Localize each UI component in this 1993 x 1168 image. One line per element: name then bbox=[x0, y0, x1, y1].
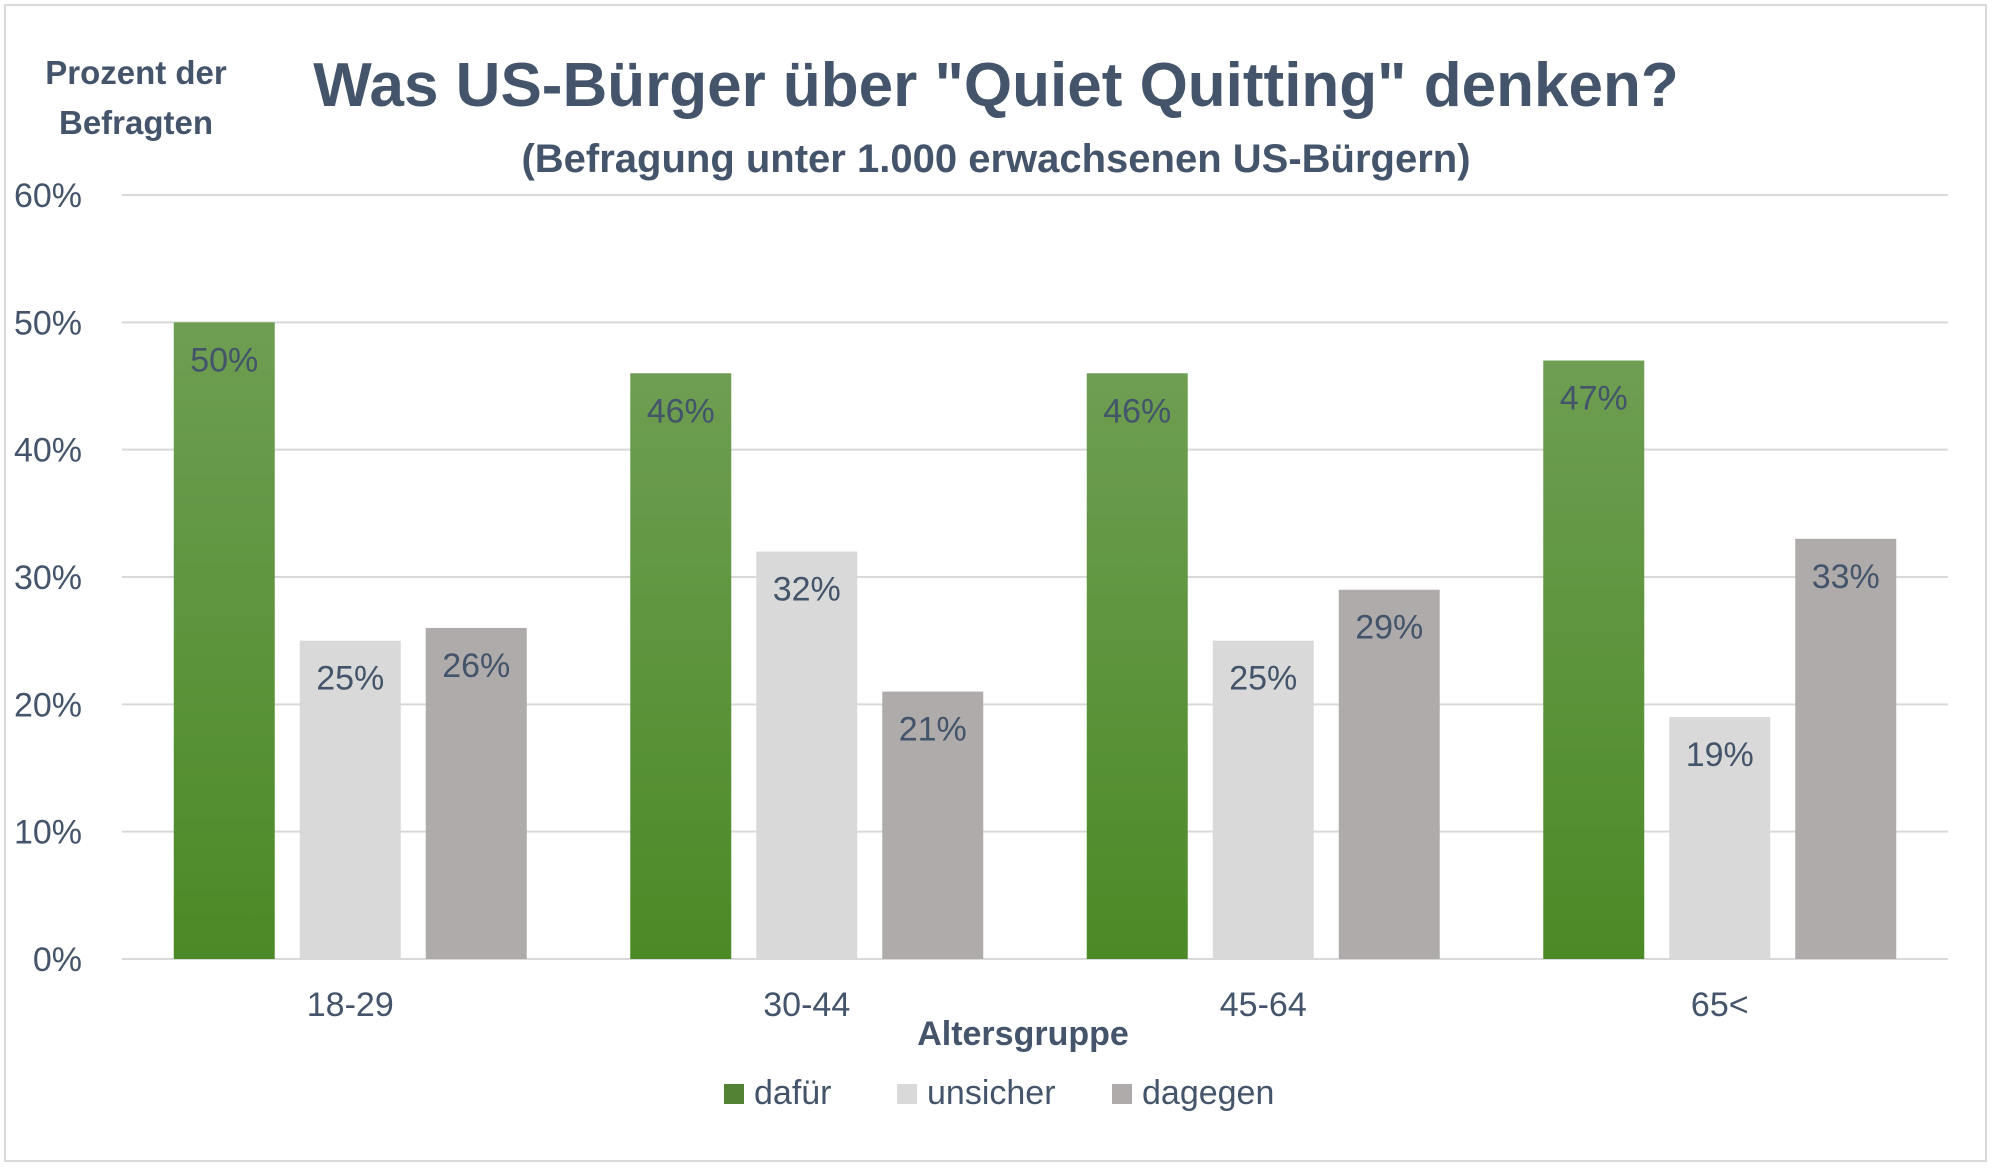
x-tick-label: 30-44 bbox=[763, 986, 850, 1024]
bar-dagegen-30-44 bbox=[882, 691, 984, 959]
data-label: 32% bbox=[773, 571, 841, 609]
legend-label: unsicher bbox=[927, 1074, 1056, 1112]
data-labels: 50% 25% 26% 46% 32% 21% 46% 25% 29% 47% 19% 33% bbox=[190, 341, 1880, 774]
y-tick-label: 50% bbox=[14, 304, 82, 342]
y-tick-label: 20% bbox=[14, 686, 82, 724]
y-tick-label: 30% bbox=[14, 559, 82, 597]
bar-unsicher-45-64 bbox=[1212, 640, 1314, 959]
x-tick-label: 45-64 bbox=[1220, 986, 1307, 1024]
data-label: 21% bbox=[899, 711, 967, 749]
bar-dagegen-45-64 bbox=[1338, 589, 1440, 959]
data-label: 29% bbox=[1355, 609, 1423, 647]
data-label: 47% bbox=[1560, 380, 1628, 418]
data-label: 25% bbox=[316, 660, 384, 698]
bar-unsicher-18-29 bbox=[299, 640, 401, 959]
bar-unsicher-30-44 bbox=[756, 551, 858, 959]
y-axis-label-line1: Prozent der bbox=[45, 54, 227, 91]
bar-unsicher-65< bbox=[1669, 717, 1771, 959]
bar-dagegen-18-29 bbox=[425, 627, 527, 959]
y-tick-label: 40% bbox=[14, 432, 82, 470]
bar-dagegen-65< bbox=[1795, 538, 1897, 959]
data-label: 50% bbox=[190, 341, 258, 379]
chart-subtitle: (Befragung unter 1.000 erwachsenen US-Bü… bbox=[521, 137, 1470, 181]
legend-label: dagegen bbox=[1142, 1074, 1274, 1112]
bar-dafür-18-29 bbox=[173, 322, 275, 959]
y-tick-label: 60% bbox=[14, 177, 82, 215]
data-label: 25% bbox=[1229, 660, 1297, 698]
data-label: 33% bbox=[1812, 558, 1880, 596]
bar-dafür-30-44 bbox=[630, 373, 732, 959]
legend-swatch-dagegen bbox=[1112, 1084, 1132, 1104]
y-axis-label-line2: Befragten bbox=[59, 104, 213, 141]
legend-swatch-unsicher bbox=[897, 1084, 917, 1104]
chart-title: Was US-Bürger über "Quiet Quitting" denk… bbox=[313, 51, 1678, 120]
data-label: 46% bbox=[1103, 392, 1171, 430]
legend-swatch-dafür bbox=[724, 1084, 744, 1104]
x-axis-label: Altersgruppe bbox=[917, 1015, 1129, 1053]
bars bbox=[173, 322, 1897, 959]
x-tick-label: 65< bbox=[1691, 986, 1749, 1024]
legend: dafür unsicher dagegen bbox=[724, 1074, 1274, 1112]
chart-frame bbox=[4, 4, 1987, 1162]
y-tick-label: 0% bbox=[33, 941, 82, 979]
data-label: 19% bbox=[1686, 736, 1754, 774]
data-label: 26% bbox=[442, 647, 510, 685]
data-label: 46% bbox=[647, 392, 715, 430]
y-axis-ticks: 0% 10% 20% 30% 40% 50% 60% bbox=[14, 177, 82, 979]
x-axis-categories: 18-29 30-44 45-64 65< bbox=[307, 986, 1749, 1024]
x-tick-label: 18-29 bbox=[307, 986, 394, 1024]
legend-label: dafür bbox=[754, 1074, 832, 1112]
bar-dafür-65< bbox=[1543, 360, 1645, 959]
bar-dafür-45-64 bbox=[1086, 373, 1188, 959]
y-tick-label: 10% bbox=[14, 814, 82, 852]
